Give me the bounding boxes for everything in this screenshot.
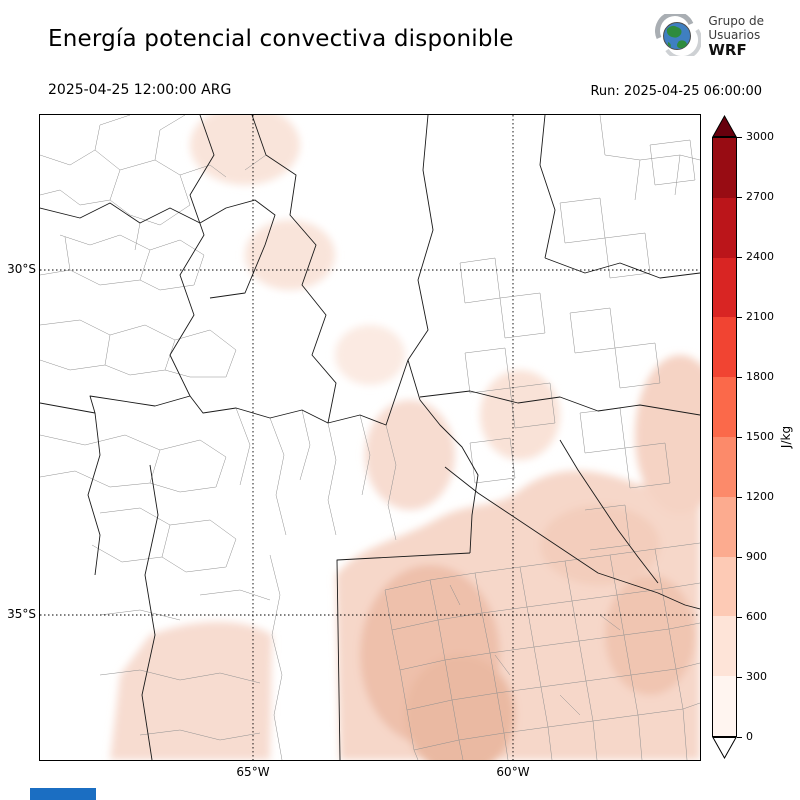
logo-line1: Grupo de [708, 14, 764, 29]
colorbar-segment [713, 676, 736, 736]
cape-shading [110, 115, 700, 760]
colorbar-tickmark [737, 317, 742, 318]
colorbar-tick-label: 1200 [746, 490, 774, 503]
colorbar-tick-label: 1500 [746, 430, 774, 443]
lat-tick-label-35s: 35°S [7, 607, 36, 621]
colorbar-segment [713, 496, 736, 557]
colorbar-tick-label: 2400 [746, 250, 774, 263]
colorbar-tickmark [737, 137, 742, 138]
colorbar-segment [713, 138, 736, 198]
colorbar-tick-label: 0 [746, 730, 753, 743]
colorbar-tickmark [737, 437, 742, 438]
colorbar-tickmark [737, 197, 742, 198]
colorbar-unit-label: J/kg [779, 425, 793, 449]
colorbar-tick-label: 600 [746, 610, 767, 623]
colorbar-tick-label: 2700 [746, 190, 774, 203]
colorbar-over-arrow [712, 115, 737, 137]
colorbar-tickmark [737, 377, 742, 378]
colorbar-tickmark [737, 557, 742, 558]
lon-tick-label-65w: 65°W [236, 765, 270, 779]
logo-line2: Usuarios [708, 27, 761, 42]
logo-text: Grupo de Usuarios WRF [708, 14, 764, 60]
colorbar-segment [713, 377, 736, 437]
colorbar-tick-label: 300 [746, 670, 767, 683]
colorbar: 3000 2700 2400 2100 1800 1500 1200 900 6… [712, 115, 800, 761]
department-boundaries [40, 115, 700, 760]
colorbar-scale [712, 137, 737, 737]
bottom-blue-bar [30, 788, 96, 800]
page-title: Energía potencial convectiva disponible [48, 26, 514, 52]
province-boundaries [40, 115, 700, 760]
colorbar-segment [713, 197, 736, 258]
map-area [39, 114, 701, 761]
lon-tick-label-60w: 60°W [496, 765, 530, 779]
colorbar-tick-label: 2100 [746, 310, 774, 323]
colorbar-tick-label: 3000 [746, 130, 774, 143]
colorbar-under-arrow [712, 737, 737, 759]
logo-line3: WRF [708, 41, 747, 60]
colorbar-tickmark [737, 737, 742, 738]
colorbar-segment [713, 556, 736, 617]
valid-time-label: 2025-04-25 12:00:00 ARG [48, 82, 232, 98]
colorbar-tickmark [737, 257, 742, 258]
colorbar-segment [713, 317, 736, 378]
graticule [40, 115, 700, 760]
colorbar-tick-label: 1800 [746, 370, 774, 383]
globe-icon [655, 11, 703, 60]
run-time-label: Run: 2025-04-25 06:00:00 [590, 84, 762, 99]
lat-tick-label-30s: 30°S [7, 262, 36, 276]
wrf-logo: Grupo de Usuarios WRF [655, 11, 764, 60]
colorbar-segment [713, 616, 736, 677]
colorbar-segment [713, 257, 736, 318]
colorbar-tickmark [737, 497, 742, 498]
colorbar-tickmark [737, 617, 742, 618]
colorbar-segment [713, 436, 736, 497]
colorbar-tickmark [737, 677, 742, 678]
colorbar-tick-label: 900 [746, 550, 767, 563]
